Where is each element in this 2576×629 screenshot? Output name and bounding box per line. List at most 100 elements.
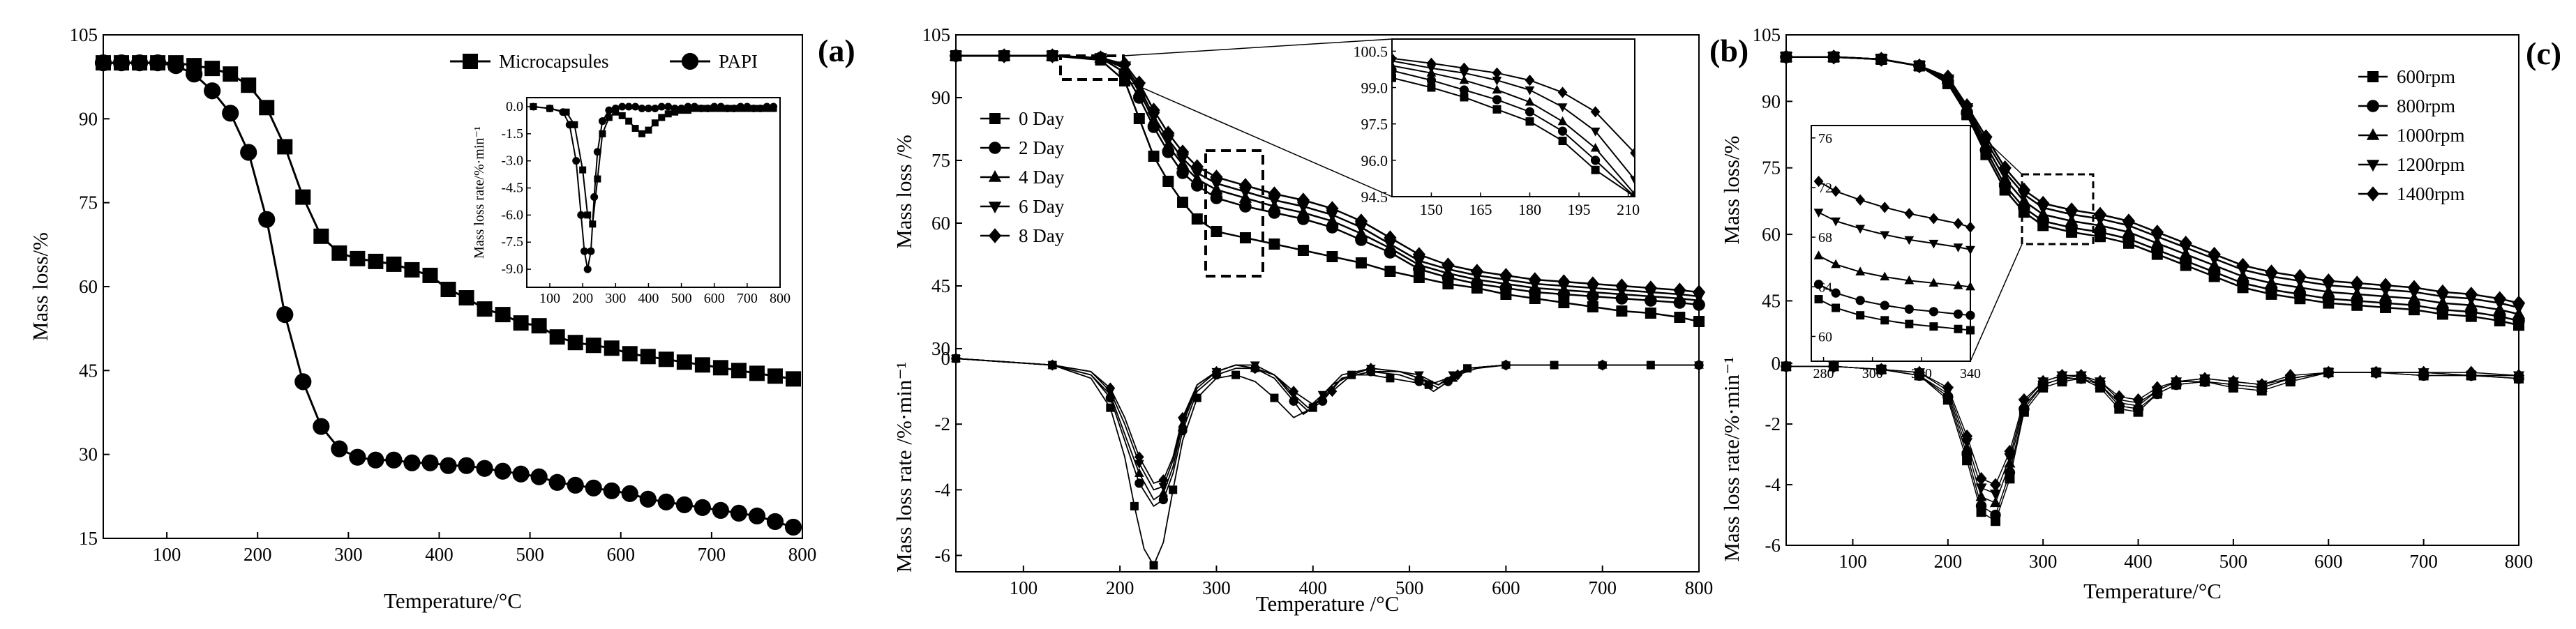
x-tick-label: 100 (1010, 577, 1038, 598)
inset-series-4-day-point (1630, 189, 1635, 197)
inset-series-papi-point (605, 106, 613, 114)
inset-series-8-day-line (1392, 57, 1635, 154)
rate-series-8-day-point (1105, 382, 1116, 394)
series-8-day-point (1470, 264, 1484, 279)
y-tick-label: 75 (1762, 158, 1781, 179)
inset-y-tick-label: -9.0 (501, 262, 523, 277)
inset-series-papi-point (756, 105, 765, 113)
inset-series-8-day-point (1557, 86, 1568, 98)
series-papi-point (730, 504, 748, 522)
rate-series-1400rpm-point (2004, 444, 2016, 458)
zoom-connector (1123, 38, 1393, 56)
series-microcapsules-point (204, 61, 220, 77)
inset-series-papi-point (638, 105, 646, 113)
series-microcapsules-point (440, 282, 456, 298)
series-1400rpm-point (2093, 206, 2107, 222)
series-1400rpm-point (1998, 160, 2012, 176)
series-microcapsules-point (549, 329, 565, 345)
series-1400rpm-point (2036, 195, 2050, 211)
y-tick-label: -6 (1765, 535, 1781, 556)
rate-series-8-day-point (1365, 363, 1376, 374)
rate-series-4-day-point (1134, 468, 1144, 477)
inset-y-tick-label: 99.0 (1361, 79, 1388, 97)
series-1400rpm-point (2493, 291, 2506, 307)
inset-series-800rpm-point (1880, 301, 1889, 310)
series-microcapsules-point (404, 262, 420, 278)
inset-x-tick-label: 340 (1960, 366, 1981, 381)
rate-series-1400rpm-point (2113, 390, 2125, 404)
series-0-day-line (956, 54, 1700, 323)
inset-y-tick-label: 96.0 (1361, 152, 1388, 169)
inset-series-2-day-point (1492, 95, 1502, 105)
series-0-day-point (1239, 232, 1251, 243)
x-axis-title: Temperature /°C (1256, 591, 1400, 616)
inset-series-800rpm-point (1965, 310, 1975, 320)
rate-series-0-day-point (1130, 501, 1139, 510)
inset-series-microcapsules-point (638, 130, 645, 137)
rate-series-1400rpm-point (1780, 359, 1792, 373)
inset-series-6-day-point (1426, 64, 1437, 74)
inset-series-1000rpm-point (1929, 278, 1939, 287)
inset-x-tick-label: 700 (737, 291, 758, 306)
legend-marker (2366, 160, 2380, 172)
inset-frame (1811, 125, 1971, 362)
series-1400rpm-point (1912, 58, 1926, 74)
legend-label: 800rpm (2397, 96, 2455, 116)
series-8-day-point (1094, 50, 1107, 66)
rate-series-4-day-line (955, 358, 1699, 501)
inset-series-papi-point (611, 105, 620, 113)
legend-marker (2366, 128, 2380, 140)
series-0-day-point (1191, 213, 1203, 225)
inset-series-papi-point (577, 211, 585, 219)
series-8-day-point (1268, 186, 1281, 202)
inset-series-1200rpm-point (1855, 225, 1866, 234)
x-tick-label: 400 (2124, 551, 2152, 572)
series-8-day-point (1176, 144, 1190, 160)
rate-series-1400rpm-point (1942, 381, 1954, 395)
series-1400rpm-point (2017, 182, 2031, 198)
series-6-day-line (956, 54, 1700, 298)
inset-y-tick-label: 72 (1818, 181, 1832, 196)
inset-series-1000rpm-point (1953, 280, 1963, 289)
x-tick-label: 400 (1299, 577, 1328, 598)
series-1400rpm-point (2464, 287, 2478, 302)
series-microcapsules-point (712, 360, 728, 376)
inset-y-tick-label: 100.5 (1354, 43, 1388, 60)
y-tick-label: 0 (1772, 353, 1781, 374)
rate-series-1200rpm-line (1786, 365, 2519, 494)
inset-series-600rpm-point (1814, 295, 1823, 304)
rate-series-8-day-point (1327, 386, 1338, 397)
inset-x-tick-label: 210 (1617, 201, 1640, 218)
x-tick-label: 100 (153, 544, 181, 565)
series-microcapsules-point (259, 100, 275, 116)
inset-series-papi-point (593, 148, 601, 156)
rate-series-4-day-point (1158, 487, 1169, 497)
series-microcapsules-point (531, 318, 547, 334)
rate-series-8-day-line (955, 358, 1699, 484)
inset-series-microcapsules-point (599, 130, 606, 137)
series-1400rpm-point (2512, 295, 2526, 311)
inset-series-8-day-point (1525, 75, 1535, 86)
series-0-day-point (1133, 113, 1145, 124)
series-papi-point (94, 54, 112, 72)
series-papi-point (567, 476, 584, 494)
x-tick-label: 800 (2505, 551, 2533, 572)
series-1400rpm-point (2293, 268, 2307, 285)
inset-series-microcapsules-point (605, 114, 613, 121)
series-papi-point (440, 457, 457, 474)
inset-series-1400rpm-point (1904, 208, 1915, 220)
series-microcapsules-point (386, 256, 402, 272)
series-1400rpm-point (1979, 129, 1993, 145)
zoom-connector (1123, 79, 1393, 197)
y-tick-label: 90 (931, 87, 950, 108)
series-papi-point (458, 457, 475, 474)
inset-series-papi-point (657, 103, 666, 111)
inset-series-microcapsules-point (645, 126, 652, 134)
series-papi-point (258, 211, 276, 228)
y-tick-label: 30 (79, 444, 98, 465)
inset-series-0-day-point (1591, 165, 1600, 174)
inset-plot (1392, 52, 1635, 197)
series-microcapsules-point (785, 371, 801, 387)
rate-series-1400rpm-point (1961, 430, 1973, 443)
